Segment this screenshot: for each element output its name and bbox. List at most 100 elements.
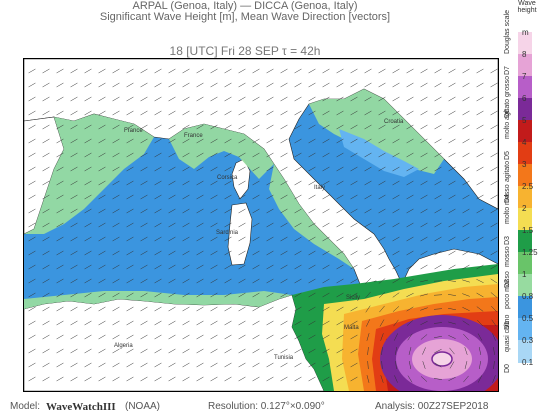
direction-arrow — [140, 292, 148, 298]
direction-arrow — [364, 194, 372, 200]
direction-arrow — [210, 152, 218, 158]
direction-arrow — [252, 166, 260, 172]
direction-arrow — [112, 208, 120, 214]
direction-arrow — [294, 194, 302, 200]
colorbar-tick: 1 — [522, 270, 527, 279]
colorbar-tick: 0.5 — [522, 314, 534, 323]
direction-arrow — [112, 138, 120, 144]
direction-arrow — [280, 278, 288, 284]
label-france: France — [124, 128, 143, 134]
direction-arrow — [28, 138, 36, 144]
direction-arrow — [168, 138, 176, 144]
direction-arrow — [98, 82, 106, 88]
colorbar-tick: 0.3 — [522, 336, 534, 345]
adriatic-zone — [339, 129, 419, 177]
direction-arrow — [154, 376, 162, 382]
direction-arrow — [98, 376, 106, 382]
direction-arrow — [154, 152, 162, 158]
direction-arrow — [366, 375, 370, 383]
colorbar-segment — [518, 340, 532, 363]
direction-arrow — [308, 138, 316, 144]
direction-arrow — [409, 361, 411, 369]
direction-arrow — [350, 208, 358, 214]
direction-arrow — [56, 82, 64, 88]
direction-arrow — [367, 360, 369, 370]
direction-arrow — [252, 222, 260, 228]
direction-arrow — [70, 110, 78, 116]
direction-arrow — [84, 124, 92, 130]
direction-arrow — [406, 264, 414, 270]
colorbar-tick: 6 — [522, 94, 527, 103]
direction-arrow — [98, 306, 106, 312]
sea-state-label: D0 — [504, 363, 511, 373]
direction-arrow — [28, 166, 36, 172]
direction-arrow — [350, 152, 358, 158]
direction-arrow — [224, 152, 232, 158]
direction-arrow — [98, 68, 106, 74]
direction-arrow — [252, 110, 260, 116]
colorbar-tick: 4 — [522, 138, 527, 147]
direction-arrow — [154, 208, 162, 214]
direction-arrow — [322, 124, 330, 130]
direction-arrow — [322, 152, 330, 158]
direction-arrow — [490, 152, 498, 158]
direction-arrow — [280, 236, 288, 242]
direction-arrow — [238, 152, 246, 158]
direction-arrow — [392, 96, 400, 102]
wave-height-map[interactable]: France France Italy Algeria Tunisia Sard… — [23, 58, 499, 392]
sea-state-label: poco mosso — [504, 271, 511, 309]
direction-arrow — [294, 110, 302, 116]
direction-arrow — [28, 208, 36, 214]
direction-arrow — [420, 208, 428, 214]
direction-arrow — [294, 166, 302, 172]
direction-arrow — [238, 82, 246, 88]
direction-arrow — [196, 82, 204, 88]
direction-arrow — [322, 334, 330, 340]
direction-arrow — [350, 250, 358, 256]
direction-arrow — [182, 376, 190, 382]
direction-arrow — [168, 82, 176, 88]
direction-arrow — [448, 307, 456, 311]
direction-arrow — [154, 348, 162, 354]
direction-arrow — [238, 362, 246, 368]
direction-arrow — [84, 96, 92, 102]
direction-arrow — [28, 110, 36, 116]
direction-arrow — [476, 279, 484, 283]
direction-arrow — [434, 362, 442, 368]
direction-arrow — [392, 236, 400, 242]
direction-arrow — [336, 320, 344, 326]
direction-arrow — [392, 222, 400, 228]
direction-arrow — [238, 292, 246, 298]
direction-arrow — [420, 166, 428, 172]
direction-arrow — [196, 278, 204, 284]
direction-arrow — [308, 152, 316, 158]
direction-arrow — [420, 138, 428, 144]
direction-arrow — [406, 194, 414, 200]
direction-arrow — [434, 110, 442, 116]
direction-arrow — [168, 194, 176, 200]
direction-arrow — [70, 334, 78, 340]
direction-arrow — [449, 347, 455, 355]
direction-arrow — [491, 319, 497, 327]
direction-arrow — [84, 306, 92, 312]
direction-arrow — [238, 208, 246, 214]
colorbar-segment — [518, 54, 532, 77]
direction-arrow — [224, 82, 232, 88]
footer-analysis: Analysis: 00Z27SEP2018 — [375, 401, 489, 412]
direction-arrow — [476, 138, 484, 144]
label-corsica: Corsica — [217, 175, 238, 181]
direction-arrow — [42, 320, 50, 326]
direction-arrow — [476, 250, 484, 256]
direction-arrow — [224, 306, 232, 312]
direction-arrow — [112, 334, 120, 340]
direction-arrow — [84, 250, 92, 256]
direction-arrow — [407, 375, 413, 383]
direction-arrow — [42, 82, 50, 88]
direction-arrow — [28, 194, 36, 200]
direction-arrow — [126, 362, 134, 368]
direction-arrow — [196, 96, 204, 102]
direction-arrow — [350, 194, 358, 200]
direction-arrow — [336, 292, 344, 298]
direction-arrow — [56, 250, 64, 256]
direction-arrow — [406, 306, 414, 312]
